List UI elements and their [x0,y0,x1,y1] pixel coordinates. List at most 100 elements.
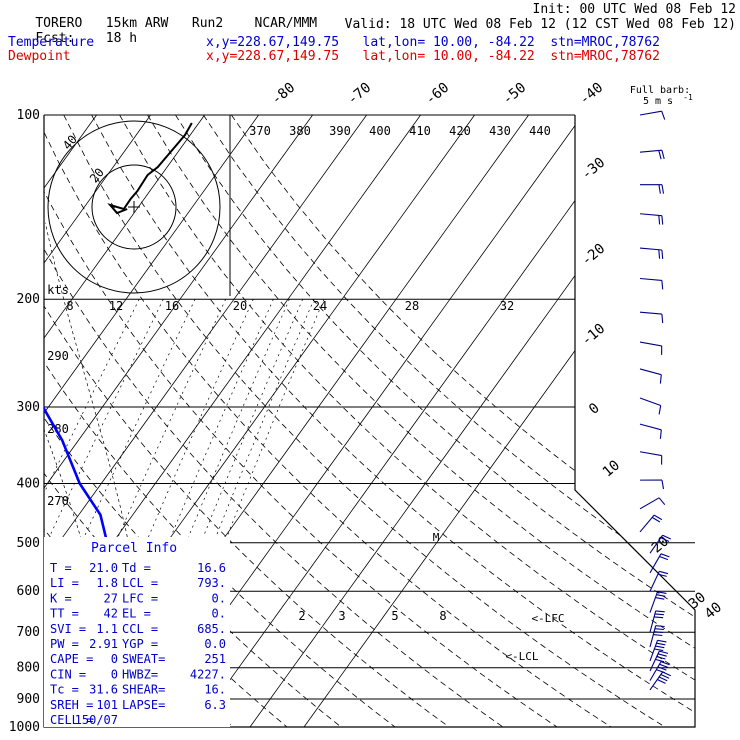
wind-barb-staff [649,671,664,691]
parcel-field-name: TT = [50,607,79,621]
wind-barb-flag [654,616,664,619]
wind-barb-flag [659,570,669,575]
wind-barb-flag [654,648,664,652]
lcl-annotation: <-LCL [505,650,538,663]
wind-barb-staff [649,661,662,681]
init-time: Init: 00 UTC Wed 08 Feb 12 [532,2,737,17]
valid-time: Valid: 18 UTC Wed 08 Feb 12 (12 CST Wed … [344,17,736,32]
barb-legend-exponent: -1 [683,93,693,102]
parcel-field-value: 27 [104,591,118,605]
wind-barb-staff [649,640,659,662]
temperature-tick: 0 [586,400,603,418]
parcel-field-value: 6.3 [204,698,226,712]
hodograph-trace [107,122,193,215]
wind-barb-flag [653,514,663,521]
wind-barb-flag [656,656,666,660]
temperature-tick: 20 [649,533,672,556]
mixing-ratio-label: 2 [298,609,305,623]
wind-barb-flag [657,666,667,671]
parcel-field-name: T = [50,561,72,575]
mixing-ratio-label: 16 [165,299,179,313]
mixing-ratio-line [44,299,164,727]
parcel-field-value: 16.6 [197,561,226,575]
wind-barb-staff [639,149,662,153]
temperature-tick: 10 [600,457,623,480]
wind-barb-staff [639,514,655,533]
wind-barb-flag [653,634,663,637]
pressure-label: 600 [17,584,40,599]
wind-barb-staff [639,311,662,315]
wind-barb-flag [658,405,662,415]
wind-barb-staff [639,110,662,116]
wind-barb-flag [660,661,670,666]
theta-label: 410 [409,124,431,138]
model-org: NCAR/MMM [254,16,318,31]
isotherm-line [44,115,367,727]
wind-barb-flag [657,653,667,657]
parcel-field-value: 251 [204,652,226,666]
parcel-field-name: CAPE = [50,652,93,666]
dewpoint-location: x,y=228.67,149.75 lat,lon= 10.00, -84.22… [206,49,660,64]
theta-label: 420 [449,124,471,138]
wind-barb-flag [661,111,666,120]
parcel-field-name: LFC = [122,591,158,605]
dry-adiabat-label: 290 [47,349,69,363]
parcel-field-name: CELL = [50,713,93,727]
parcel-field-value: 31.6 [89,683,118,697]
wind-barb-flag [660,537,670,542]
wind-barb-flag [659,663,669,668]
forecast-label: Fcst: [35,31,75,46]
wind-barb-flag [662,671,672,677]
barb-legend-value: 5 m s [643,96,673,107]
temperature-tick: -30 [579,155,609,184]
mixing-ratio-label: 3 [338,609,345,623]
parcel-field-value: 1.8 [96,576,118,590]
temperature-legend: Temperature [8,35,95,50]
wind-barb-staff [639,341,662,347]
wind-barb-flag [662,534,672,540]
temperature-tick: -70 [345,80,375,109]
pressure-label: 300 [17,400,40,415]
pressure-label: 500 [17,536,40,551]
isotherm-line [195,115,637,727]
parcel-field-name: SVI = [50,622,86,636]
parcel-field-value: 0. [212,607,226,621]
hodograph: 20 40 kts [47,120,221,297]
temperature-location: x,y=228.67,149.75 lat,lon= 10.00, -84.22… [206,35,660,50]
wind-barb-staff [639,397,661,407]
wind-barb-flag [657,679,666,684]
pressure-label: 900 [17,692,40,707]
lfc-annotation: <-LFC [531,612,564,625]
hodograph-units: kts [47,283,69,297]
parcel-field-name: Tc = [50,683,79,697]
wind-barb-flag [659,555,669,561]
theta-label: 370 [249,124,271,138]
wind-barb-flag [655,658,665,663]
barb-legend-title: Full barb: [630,85,690,96]
theta-label: 400 [369,124,391,138]
isotherm-line [303,115,695,727]
parcel-field-value: 685. [197,622,226,636]
theta-label: 380 [289,124,311,138]
parcel-field-value: 793. [197,576,226,590]
model-name: TORERO [35,16,83,31]
parcel-field-value: 0 [111,667,118,681]
wind-barb-flag [661,150,665,160]
dry-adiabat-line [63,115,666,727]
parcel-field-name: HWBZ= [122,667,158,681]
wind-barb-flag [658,676,668,682]
parcel-field-name: LCL = [122,576,158,590]
model-title: TORERO 15km ARW Run2 NCAR/MMM [4,3,317,45]
parcel-field-name: Td = [122,561,151,575]
parcel-field-name: SWEAT= [122,652,165,666]
dry-adiabat-line [175,115,695,727]
wind-barb-staff [639,247,662,251]
wind-barb-flag [658,249,661,259]
wind-barb-staff [649,553,662,574]
wind-barb-flag [659,374,662,384]
parcel-field-name: SHEAR= [122,683,165,697]
wind-barb-flag [651,516,661,523]
hodograph-ring-inner [91,164,177,250]
wind-barb-flag [658,150,662,160]
isotherm-line [44,115,313,727]
